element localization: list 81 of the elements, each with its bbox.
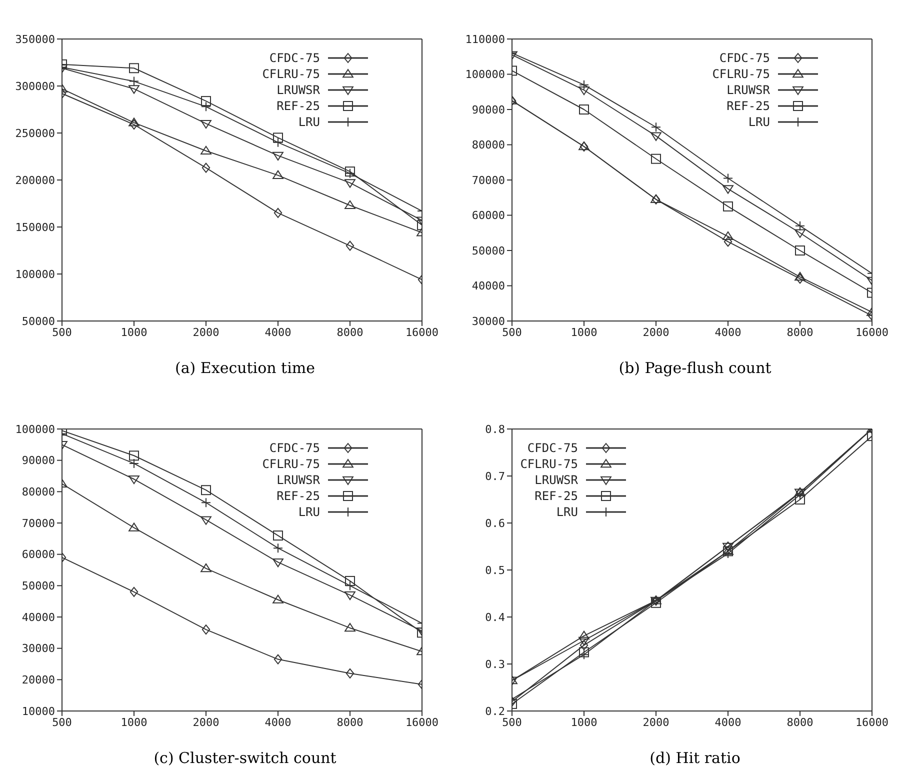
- y-tick-label: 50000: [22, 580, 55, 593]
- y-tick-label: 0.6: [485, 516, 505, 530]
- legend-label: CFDC-75: [719, 51, 770, 65]
- legend-label: LRUWSR: [534, 473, 579, 487]
- y-tick-label: 0.2: [485, 704, 505, 718]
- x-tick-label: 4000: [264, 326, 292, 339]
- x-tick-label: 2000: [192, 716, 220, 729]
- legend-label: REF-25: [276, 99, 320, 113]
- x-tick-label: 4000: [714, 716, 742, 729]
- legend-label: LRU: [298, 505, 320, 519]
- y-tick-label: 10000: [22, 704, 55, 718]
- x-tick-label: 500: [502, 326, 522, 339]
- text: (b) Page-flush count: [618, 359, 772, 377]
- x-tick-label: 4000: [714, 326, 742, 339]
- y-tick-label: 0.4: [485, 610, 506, 624]
- y-tick-label: 350000: [15, 32, 55, 46]
- text: (a) Execution time: [174, 359, 316, 377]
- y-tick-label: 110000: [465, 32, 505, 46]
- text: (d) Hit ratio: [648, 749, 742, 767]
- legend-label: CFDC-75: [269, 51, 320, 65]
- y-tick-label: 0.5: [485, 564, 505, 577]
- legend-label: LRUWSR: [276, 83, 321, 97]
- legend-label: REF-25: [534, 489, 578, 503]
- x-tick-label: 16000: [405, 326, 439, 339]
- y-tick-label: 0.8: [485, 422, 505, 436]
- y-tick-label: 250000: [15, 126, 55, 140]
- legend-label: CFDC-75: [269, 441, 320, 455]
- legend-label: LRU: [748, 115, 770, 129]
- y-tick-label: 0.7: [485, 470, 505, 483]
- y-tick-label: 90000: [22, 454, 55, 468]
- x-tick-label: 1000: [120, 716, 148, 729]
- x-tick-label: 16000: [405, 716, 439, 729]
- y-tick-label: 80000: [472, 138, 505, 152]
- legend-label: CFLRU-75: [712, 67, 770, 81]
- text: (c) Cluster-switch count: [152, 749, 338, 767]
- y-tick-label: 40000: [472, 280, 505, 293]
- x-tick-label: 8000: [336, 326, 364, 339]
- legend-label: REF-25: [726, 99, 770, 113]
- y-tick-label: 100000: [15, 422, 55, 436]
- y-tick-label: 300000: [15, 80, 55, 93]
- x-tick-label: 8000: [336, 716, 364, 729]
- legend-label: LRU: [556, 505, 578, 519]
- y-tick-label: 60000: [472, 209, 505, 222]
- y-tick-label: 30000: [472, 314, 505, 328]
- y-tick-label: 100000: [465, 68, 505, 82]
- legend-label: REF-25: [276, 489, 320, 503]
- x-tick-label: 2000: [642, 716, 670, 729]
- x-tick-label: 500: [52, 326, 72, 339]
- x-tick-label: 8000: [786, 716, 814, 729]
- x-tick-label: 2000: [192, 326, 220, 339]
- legend-label: LRUWSR: [726, 83, 771, 97]
- x-tick-label: 1000: [570, 326, 598, 339]
- x-tick-label: 2000: [642, 326, 670, 339]
- x-tick-label: 16000: [855, 326, 889, 339]
- x-tick-label: 4000: [264, 716, 292, 729]
- y-tick-label: 40000: [22, 610, 55, 624]
- x-tick-label: 8000: [786, 326, 814, 339]
- legend-label: CFLRU-75: [262, 457, 320, 471]
- y-tick-label: 80000: [22, 486, 55, 499]
- y-tick-label: 20000: [22, 674, 55, 687]
- y-tick-label: 100000: [15, 268, 55, 281]
- y-tick-label: 150000: [15, 220, 55, 234]
- legend-label: CFLRU-75: [262, 67, 320, 81]
- y-tick-label: 90000: [472, 103, 505, 116]
- y-tick-label: 50000: [22, 314, 55, 328]
- legend-label: CFDC-75: [527, 441, 578, 455]
- x-tick-label: 500: [52, 716, 72, 729]
- y-tick-label: 70000: [22, 516, 55, 530]
- x-tick-label: 500: [502, 716, 522, 729]
- legend-label: LRU: [298, 115, 320, 129]
- y-tick-label: 50000: [472, 244, 505, 258]
- y-tick-label: 70000: [472, 174, 505, 187]
- x-tick-label: 1000: [570, 716, 598, 729]
- x-tick-label: 16000: [855, 716, 889, 729]
- y-tick-label: 200000: [15, 174, 55, 187]
- y-tick-label: 60000: [22, 548, 55, 562]
- legend-label: LRUWSR: [276, 473, 321, 487]
- legend-label: CFLRU-75: [520, 457, 578, 471]
- x-tick-label: 1000: [120, 326, 148, 339]
- y-tick-label: 0.3: [485, 658, 505, 671]
- y-tick-label: 30000: [22, 642, 55, 656]
